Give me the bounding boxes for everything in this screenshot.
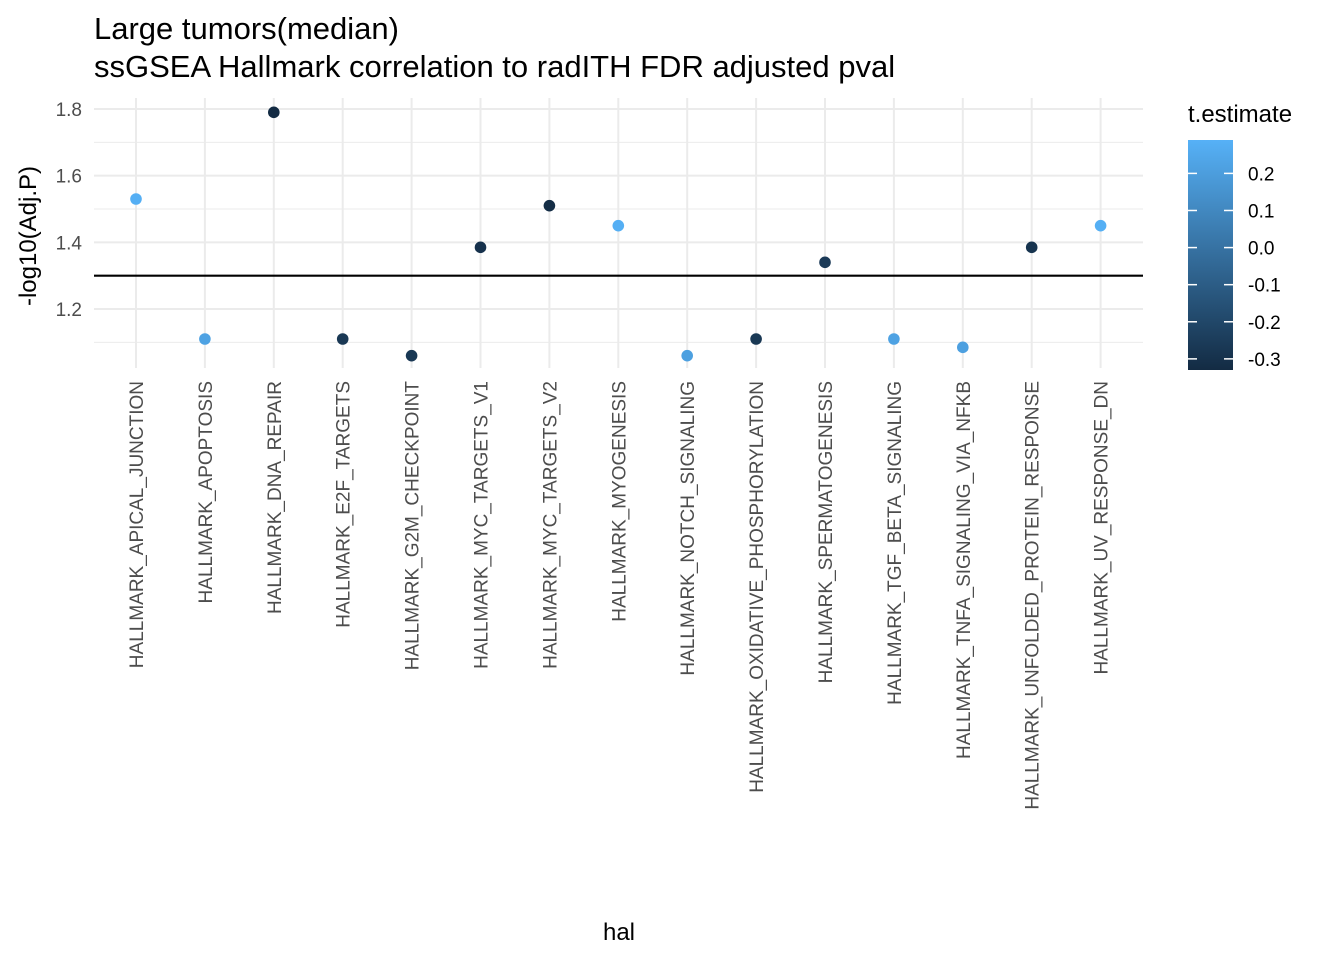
data-point [268,106,280,119]
color-legend: t.estimate 0.2 0.1 0.0 -0.1 -0.2 -0.3 [1188,101,1292,371]
data-point [888,333,900,345]
x-tick-label: HALLMARK_MYOGENESIS [609,381,630,622]
y-tick-label: 1.8 [56,100,82,121]
x-tick-label: HALLMARK_TNFA_SIGNALING_VIA_NFKB [954,381,975,759]
x-tick-label: HALLMARK_G2M_CHECKPOINT [403,381,424,671]
legend-tick-label: 0.1 [1248,201,1274,222]
data-point [543,199,556,212]
legend-tick-label: 0.2 [1248,164,1274,185]
data-point [405,349,418,362]
legend-tick-label: 0.0 [1248,239,1274,260]
x-tick-label: HALLMARK_UV_RESPONSE_DN [1092,381,1113,675]
x-axis-title: hal [603,919,635,946]
x-tick-label: HALLMARK_MYC_TARGETS_V2 [540,381,561,669]
y-tick-label: 1.2 [56,300,82,321]
x-tick-label: HALLMARK_DNA_REPAIR [265,381,286,614]
legend-tick-label: -0.2 [1248,313,1281,334]
legend-ticks: 0.2 0.1 0.0 -0.1 -0.2 -0.3 [1188,164,1281,371]
y-axis-title: -log10(Adj.P) [15,166,42,306]
x-tick-label: HALLMARK_APOPTOSIS [196,381,217,603]
data-point [1025,241,1038,254]
chart-title-block: Large tumors(median) ssGSEA Hallmark cor… [94,11,895,84]
x-tick-label: HALLMARK_MYC_TARGETS_V1 [472,381,493,669]
x-tick-label: HALLMARK_E2F_TARGETS [334,381,355,628]
data-points [130,106,1107,362]
data-point [750,333,762,345]
y-tick-label: 1.4 [56,233,83,254]
x-tick-label: HALLMARK_OXIDATIVE_PHOSPHORYLATION [747,381,768,793]
x-tick-label: HALLMARK_UNFOLDED_PROTEIN_RESPONSE [1023,381,1044,810]
chart-title: Large tumors(median) [94,11,399,46]
chart-subtitle: ssGSEA Hallmark correlation to radITH FD… [94,49,895,84]
data-point [957,341,969,354]
data-point [130,193,142,205]
data-point [1094,219,1107,232]
legend-colorbar [1188,140,1233,370]
data-point [336,333,349,345]
x-axis-ticks: HALLMARK_APICAL_JUNCTION HALLMARK_APOPTOS… [127,381,1113,810]
data-point [681,349,693,362]
x-tick-label: HALLMARK_TGF_BETA_SIGNALING [885,381,906,705]
x-tick-label: HALLMARK_APICAL_JUNCTION [127,381,148,668]
x-tick-label: HALLMARK_NOTCH_SIGNALING [678,381,699,676]
y-tick-label: 1.6 [56,167,82,188]
data-point [612,219,625,232]
grid [94,98,1143,368]
y-axis-ticks: 1.2 1.4 1.6 1.8 [56,100,83,321]
data-point [199,333,211,345]
data-point [819,256,831,269]
data-point [474,241,487,254]
legend-tick-label: -0.1 [1248,276,1281,297]
legend-title: t.estimate [1188,101,1292,128]
x-tick-label: HALLMARK_SPERMATOGENESIS [816,381,837,683]
legend-tick-label: -0.3 [1248,350,1281,371]
